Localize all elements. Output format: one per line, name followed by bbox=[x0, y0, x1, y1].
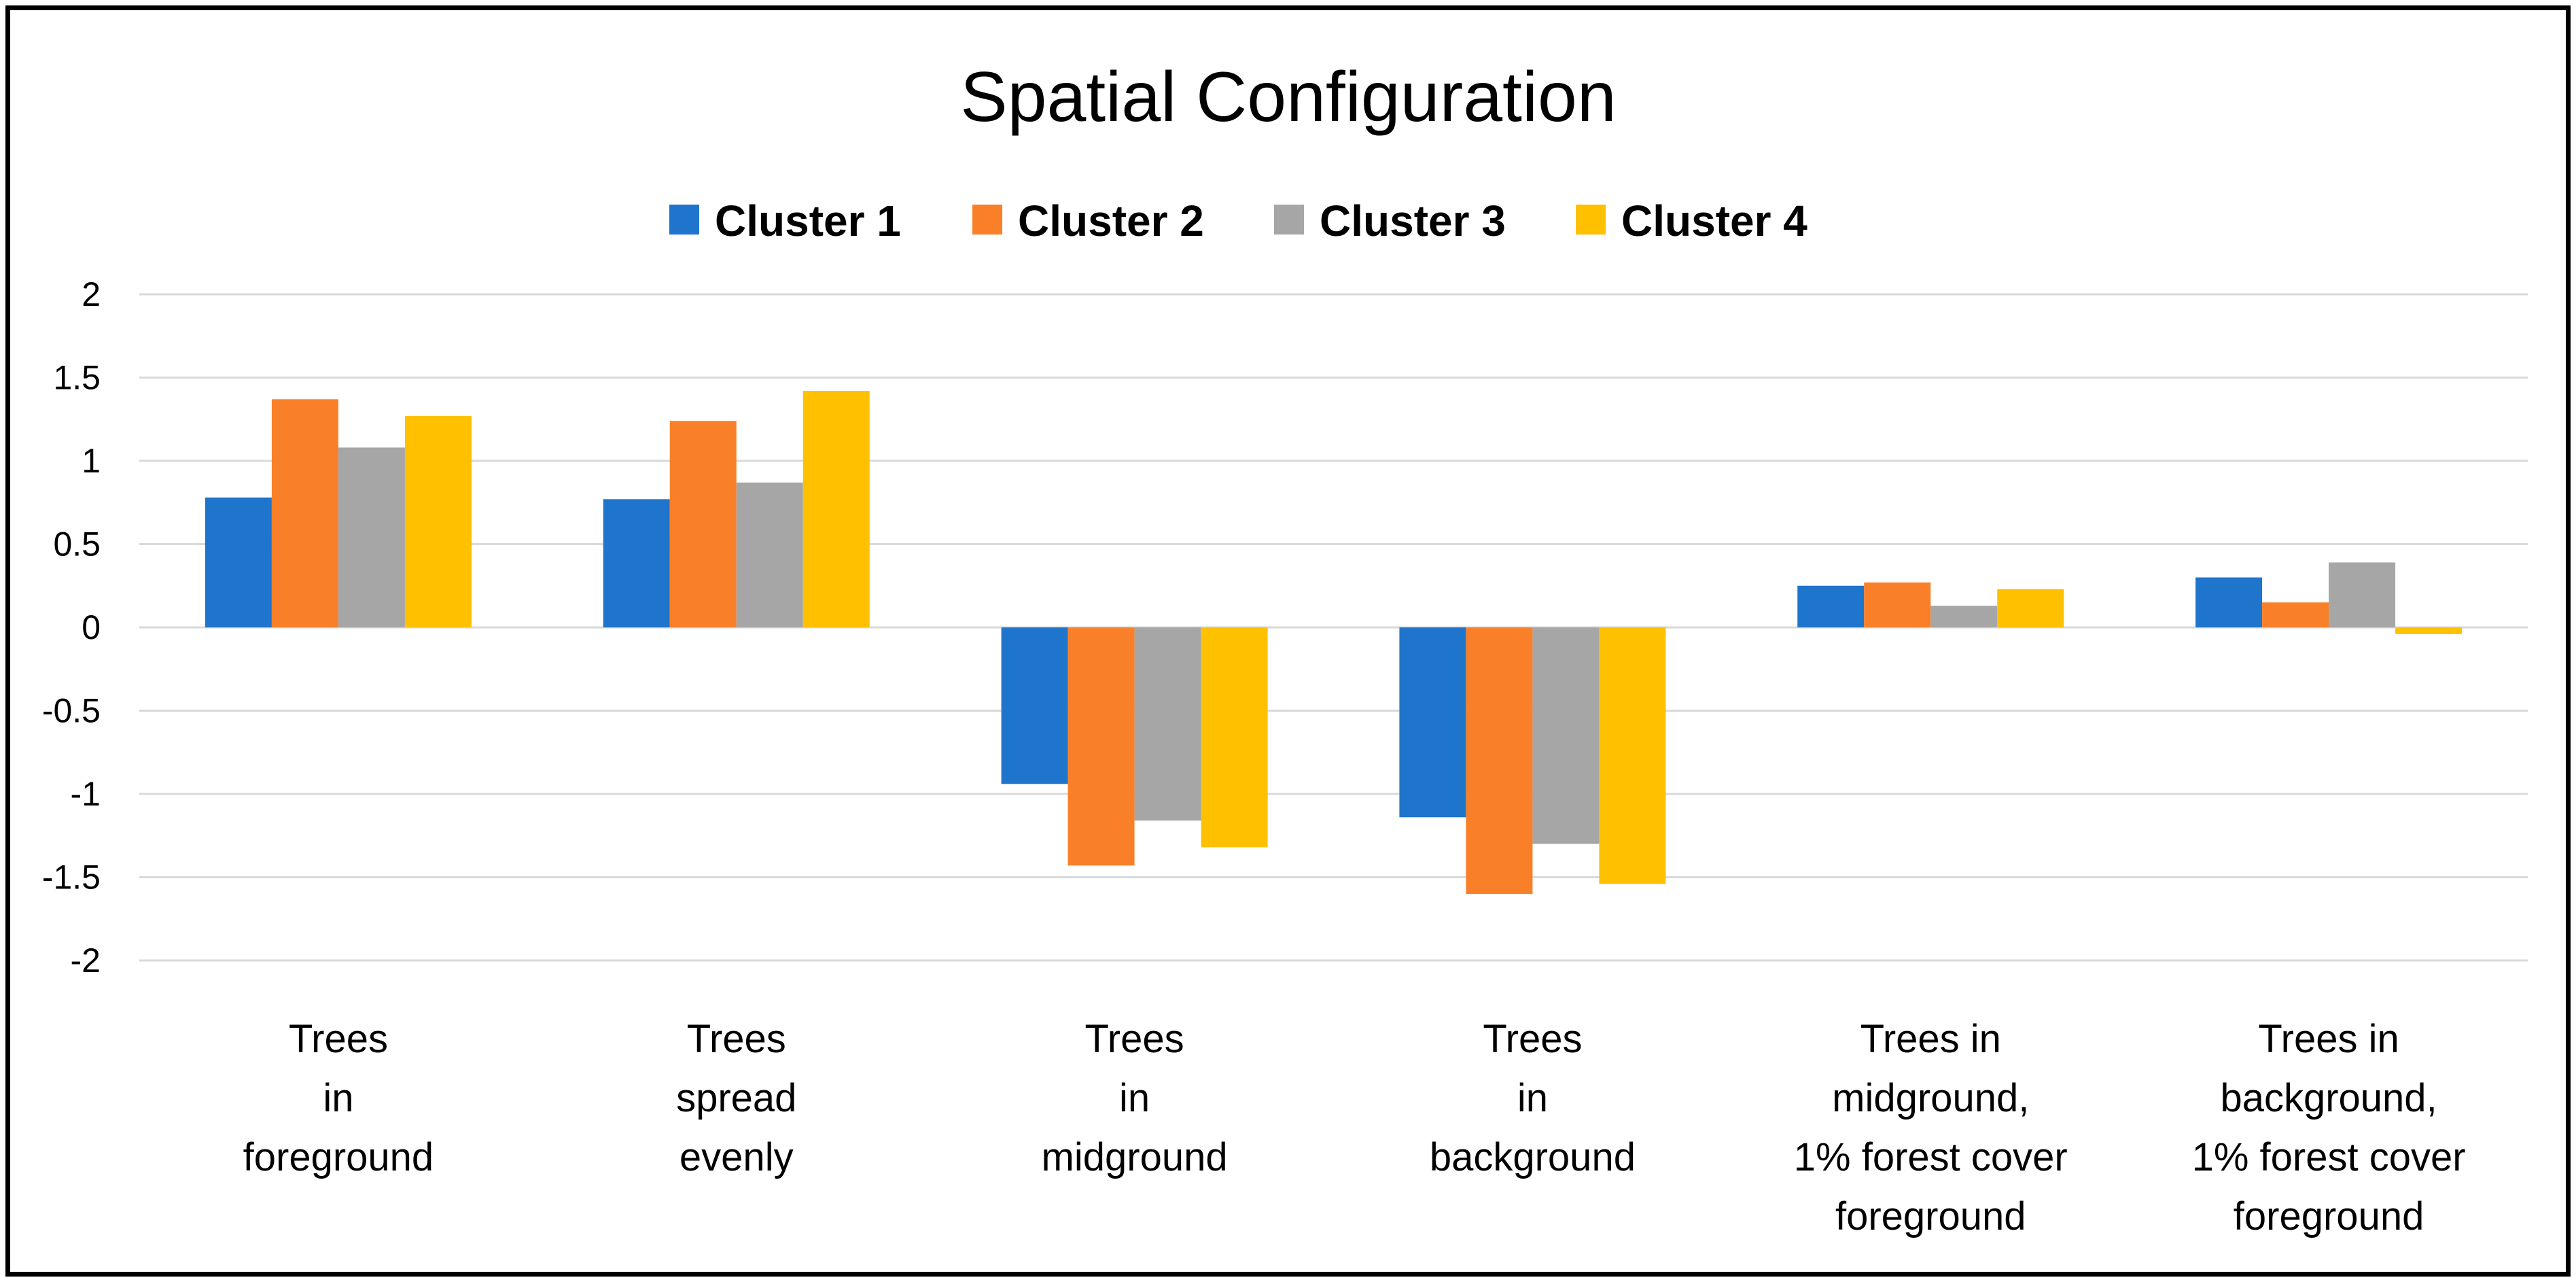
bar-cluster-4 bbox=[802, 391, 870, 627]
x-category-label: in bbox=[1119, 1076, 1150, 1120]
bar-cluster-2 bbox=[669, 421, 737, 627]
bar-cluster-3 bbox=[338, 447, 405, 627]
x-category-label: midground, bbox=[1832, 1076, 2029, 1120]
bar-cluster-1 bbox=[1797, 585, 1865, 627]
y-tick-label: -1 bbox=[71, 775, 101, 813]
x-category-label: evenly bbox=[680, 1135, 794, 1179]
x-category-label: Trees in bbox=[2258, 1017, 2399, 1061]
bar-cluster-1 bbox=[2195, 577, 2263, 627]
bar-cluster-3 bbox=[2329, 562, 2396, 627]
legend-label: Cluster 4 bbox=[1621, 196, 1807, 245]
y-tick-label: 1 bbox=[82, 442, 101, 480]
legend-label: Cluster 1 bbox=[715, 196, 901, 245]
x-category-label: in bbox=[323, 1076, 353, 1120]
bar-cluster-2 bbox=[2262, 602, 2329, 627]
legend: Cluster 1 Cluster 2 Cluster 3 Cluster 4 bbox=[669, 196, 1807, 245]
x-category-label: midground bbox=[1042, 1135, 1228, 1179]
x-category-label: in bbox=[1517, 1076, 1548, 1120]
legend-label: Cluster 3 bbox=[1320, 196, 1506, 245]
y-tick-label: 1.5 bbox=[53, 359, 101, 397]
legend-swatch bbox=[1274, 205, 1304, 235]
bars bbox=[205, 391, 2463, 894]
x-category-label: Trees bbox=[289, 1017, 388, 1061]
bar-cluster-2 bbox=[1466, 627, 1533, 894]
x-category-label: Trees in bbox=[1860, 1017, 2001, 1061]
y-tick-label: 2 bbox=[82, 275, 101, 313]
x-axis-categories: Trees in foreground Trees spread evenly Trees i… bbox=[243, 1017, 2466, 1238]
bar-cluster-1 bbox=[1001, 627, 1068, 784]
bar-cluster-1 bbox=[603, 499, 670, 627]
legend-swatch bbox=[669, 205, 699, 235]
bar-cluster-2 bbox=[1068, 627, 1135, 866]
legend-swatch bbox=[972, 205, 1002, 235]
legend-swatch bbox=[1576, 205, 1606, 235]
bar-cluster-1 bbox=[1399, 627, 1466, 818]
bar-cluster-3 bbox=[1134, 627, 1201, 821]
x-category-label: Trees bbox=[687, 1017, 786, 1061]
y-tick-label: -1.5 bbox=[42, 859, 101, 897]
x-category-label: 1% forest cover bbox=[2192, 1135, 2466, 1179]
x-category-label: Trees bbox=[1483, 1017, 1582, 1061]
y-tick-label: -2 bbox=[71, 941, 101, 980]
x-category-label: spread bbox=[676, 1076, 796, 1120]
x-category-label: background bbox=[1430, 1135, 1636, 1179]
bar-cluster-3 bbox=[736, 482, 803, 627]
x-category-label: background, bbox=[2220, 1076, 2437, 1120]
legend-label: Cluster 2 bbox=[1018, 196, 1204, 245]
x-category-label: Trees bbox=[1085, 1017, 1184, 1061]
bar-cluster-4 bbox=[1201, 627, 1268, 848]
bar-cluster-2 bbox=[271, 399, 338, 627]
bar-cluster-1 bbox=[205, 497, 272, 627]
bar-cluster-4 bbox=[1599, 627, 1666, 884]
bar-cluster-2 bbox=[1864, 582, 1931, 627]
x-category-label: foreground bbox=[1835, 1194, 2026, 1238]
y-tick-label: 0 bbox=[82, 608, 101, 646]
x-category-label: foreground bbox=[2234, 1194, 2424, 1238]
bar-cluster-4 bbox=[1997, 589, 2064, 627]
chart-title: Spatial Configuration bbox=[960, 58, 1617, 137]
x-category-label: 1% forest cover bbox=[1794, 1135, 2068, 1179]
y-tick-label: 0.5 bbox=[53, 525, 101, 564]
y-tick-label: -0.5 bbox=[42, 692, 101, 730]
bar-cluster-3 bbox=[1930, 606, 1998, 627]
gridlines bbox=[139, 293, 2528, 962]
bar-cluster-3 bbox=[1532, 627, 1600, 844]
y-axis-ticks: 2 1.5 1 0.5 0 -0.5 -1 -1.5 -2 bbox=[42, 275, 101, 980]
bar-cluster-4 bbox=[404, 415, 472, 627]
bar-cluster-4 bbox=[2395, 627, 2463, 634]
x-category-label: foreground bbox=[243, 1135, 434, 1179]
